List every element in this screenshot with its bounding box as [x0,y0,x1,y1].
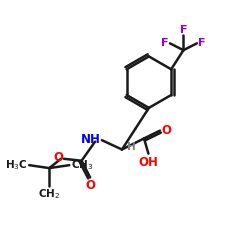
Text: O: O [86,179,96,192]
Text: OH: OH [138,156,158,168]
Text: F: F [198,38,205,48]
Text: O: O [53,151,63,164]
Text: F: F [162,38,169,48]
Text: F: F [180,24,187,34]
Text: H$_3$C: H$_3$C [5,158,28,172]
Text: NH: NH [81,133,101,146]
Text: CH$_3$: CH$_3$ [71,158,93,172]
Text: H: H [127,142,136,152]
Text: CH$_2$: CH$_2$ [38,187,60,201]
Text: O: O [161,124,171,137]
